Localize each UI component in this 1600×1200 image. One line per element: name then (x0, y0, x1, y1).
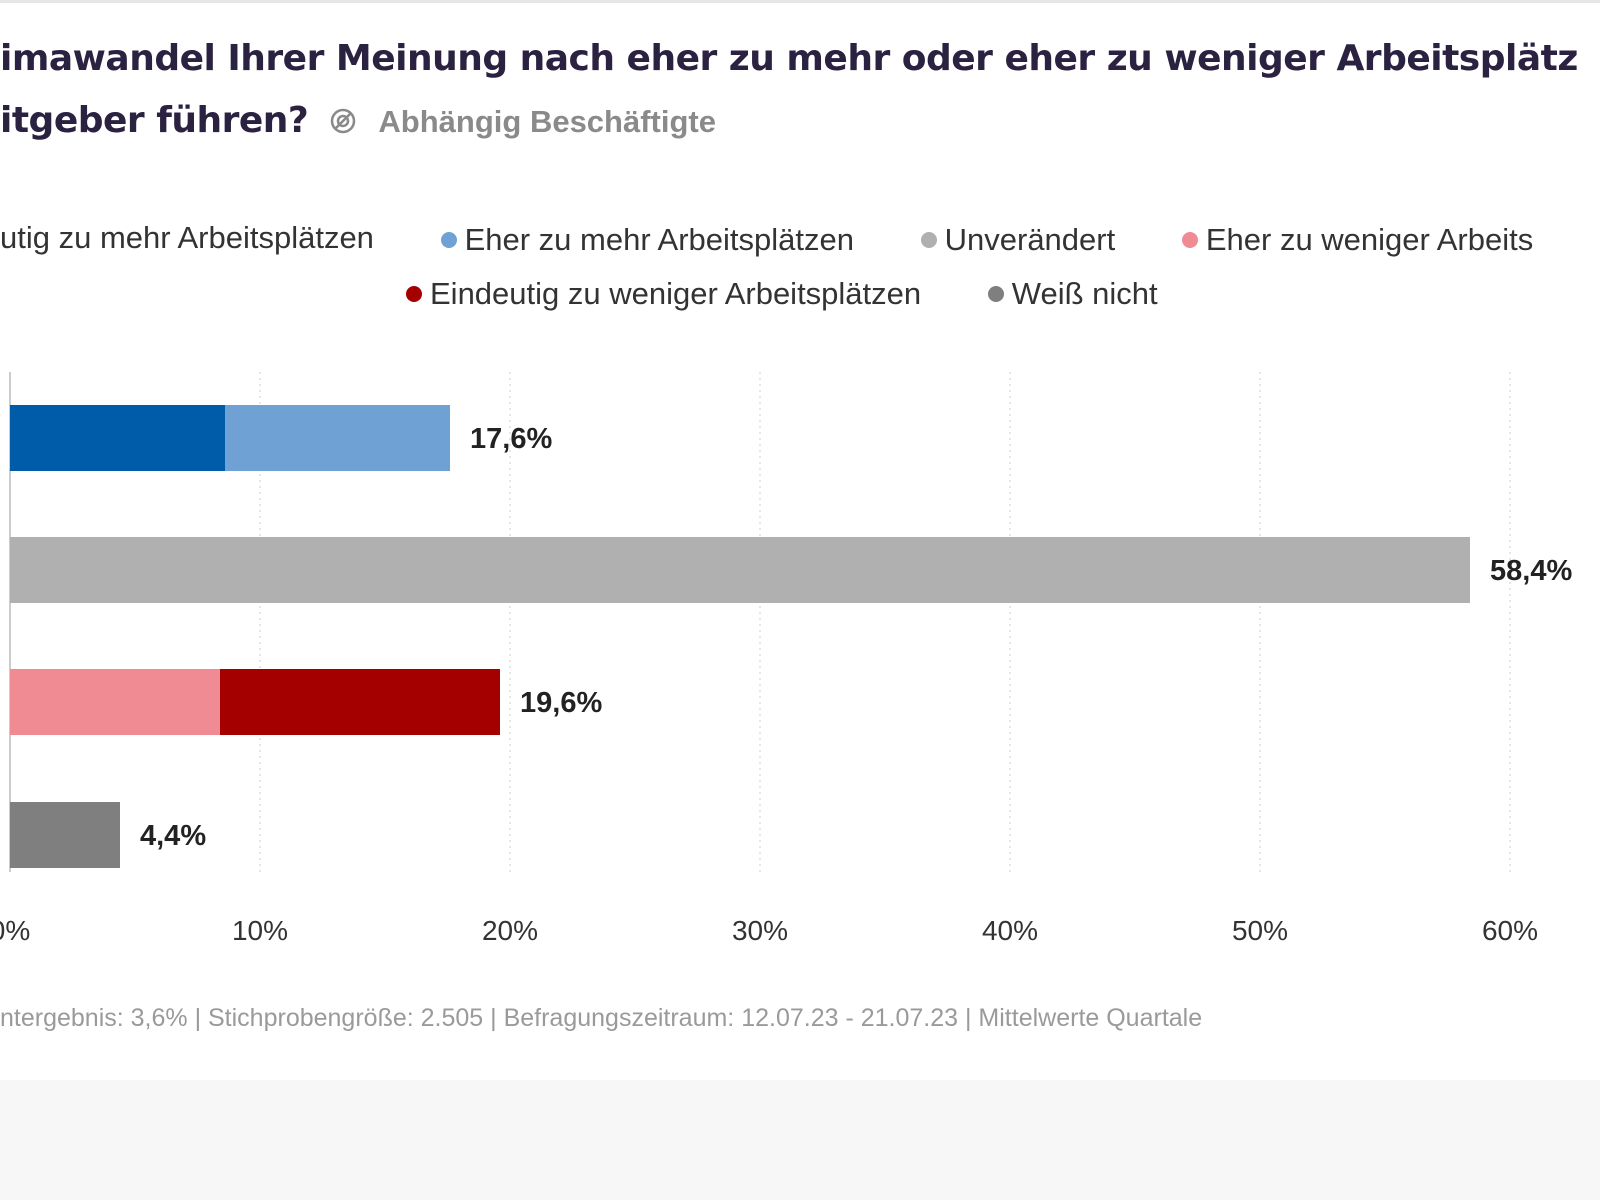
x-tick-label: 30% (732, 915, 788, 946)
x-tick-label: 60% (1482, 915, 1538, 946)
chart-title-line-2: itgeber führen? Abhängig Beschäftigte (0, 100, 716, 141)
bar-chart: 0% 10% 20% 30% 40% 50% 60% 17,6% 58,4% 19,6% 4,4% (0, 372, 1572, 946)
bar-total-label: 58,4% (1490, 555, 1572, 587)
legend-item[interactable]: Weiß nicht (987, 276, 1158, 312)
top-border (0, 0, 1600, 3)
bar-segment (220, 669, 500, 735)
legend-item[interactable]: Eindeutig zu weniger Arbeitsplätzen (406, 276, 921, 312)
bar-segment (225, 405, 450, 471)
x-tick-label: 10% (232, 915, 288, 946)
legend-label: Eher zu mehr Arbeitsplätzen (464, 222, 854, 257)
legend-dot-icon (440, 232, 457, 248)
chart-title-line-1: imawandel Ihrer Meinung nach eher zu meh… (0, 38, 1578, 79)
bar-segment (10, 802, 120, 868)
legend-label: utig zu mehr Arbeitsplätzen (0, 220, 374, 255)
x-tick-label: 0% (0, 915, 30, 946)
bar-total-label: 19,6% (520, 687, 602, 719)
legend-row-1: utig zu mehr Arbeitsplätzen Eher zu mehr… (0, 220, 1533, 258)
bar-segment (10, 405, 225, 471)
legend-label: Eindeutig zu weniger Arbeitsplätzen (430, 276, 922, 311)
legend-item[interactable]: Eher zu mehr Arbeitsplätzen (440, 222, 854, 258)
x-tick-label: 40% (982, 915, 1038, 946)
bar-total-label: 17,6% (470, 423, 552, 455)
legend-dot-icon (920, 232, 937, 248)
eye-slash-icon[interactable] (328, 106, 358, 136)
legend-dot-icon (1181, 232, 1198, 248)
legend-dot-icon (406, 286, 422, 302)
x-tick-label: 50% (1232, 915, 1288, 946)
legend-label: Eher zu weniger Arbeits (1205, 222, 1534, 257)
legend-item[interactable]: Unverändert (920, 222, 1116, 258)
legend-label: Weiß nicht (1011, 276, 1158, 311)
chart-title-line-2-text: itgeber führen? (0, 100, 309, 141)
legend-item[interactable]: Eher zu weniger Arbeits (1181, 222, 1534, 258)
legend-label: Unverändert (944, 222, 1116, 257)
footer-band (0, 1080, 1600, 1200)
legend-dot-icon (987, 286, 1004, 302)
chart-footer: ntergebnis: 3,6% | Stichprobengröße: 2.5… (0, 1004, 1203, 1032)
legend-row-2: Eindeutig zu weniger Arbeitsplätzen Weiß… (406, 274, 1158, 312)
x-tick-label: 20% (482, 915, 538, 946)
bar-segment (10, 537, 1470, 603)
bar-total-label: 4,4% (140, 820, 206, 852)
legend-item[interactable]: utig zu mehr Arbeitsplätzen (0, 220, 374, 256)
chart-subtitle: Abhängig Beschäftigte (378, 104, 716, 139)
bar-segment (10, 669, 220, 735)
